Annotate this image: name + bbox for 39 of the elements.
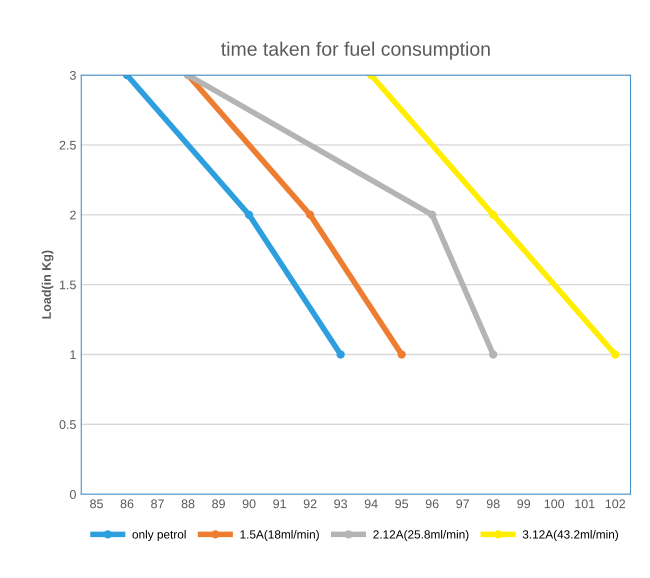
y-tick-label: 1	[70, 350, 76, 360]
point	[611, 350, 620, 359]
y-tick-label: 0	[70, 490, 76, 499]
point	[306, 210, 314, 219]
x-tick-label: 85	[90, 499, 103, 508]
legend-label: 1.5A(18ml/min)	[240, 530, 319, 541]
point	[489, 350, 498, 359]
x-tick-label: 95	[395, 499, 408, 508]
chart-title: time taken for fuel consumption	[221, 42, 490, 60]
x-tick-label: 86	[120, 499, 134, 508]
point	[336, 350, 345, 359]
x-tick-label: 100	[544, 499, 564, 508]
y-tick-label: 2	[70, 210, 76, 220]
y-tick-label: 2.5	[60, 140, 76, 150]
x-tick-label: 90	[242, 499, 256, 508]
x-tick-label: 102	[606, 499, 626, 508]
y-tick-label: 3	[70, 70, 76, 80]
x-tick-label: 91	[273, 499, 286, 508]
x-tick-label: 101	[575, 499, 595, 508]
x-tick-label: 99	[517, 499, 530, 508]
y-tick-label: 1.5	[60, 280, 76, 290]
x-tick-label: 96	[426, 499, 439, 508]
legend-label: 3.12A(43.2ml/min)	[522, 530, 618, 541]
x-tick-label: 97	[456, 499, 469, 508]
x-tick-label: 88	[182, 499, 194, 508]
x-tick-label: 92	[304, 499, 316, 508]
legend-label: 2.12A(25.8ml/min)	[373, 530, 468, 541]
x-tick-label: 94	[364, 499, 378, 508]
point	[397, 350, 406, 359]
x-tick-label: 87	[151, 499, 164, 508]
x-tick-label: 93	[334, 499, 348, 508]
x-tick-label: 98	[486, 499, 500, 508]
point	[244, 210, 254, 219]
point	[489, 210, 498, 219]
y-axis-title: Load(in Kg)	[42, 250, 54, 319]
x-tick-label: 89	[212, 499, 225, 508]
point	[428, 210, 436, 219]
legend-label: only petrol	[132, 530, 186, 541]
y-tick-label: 0.5	[60, 420, 76, 429]
